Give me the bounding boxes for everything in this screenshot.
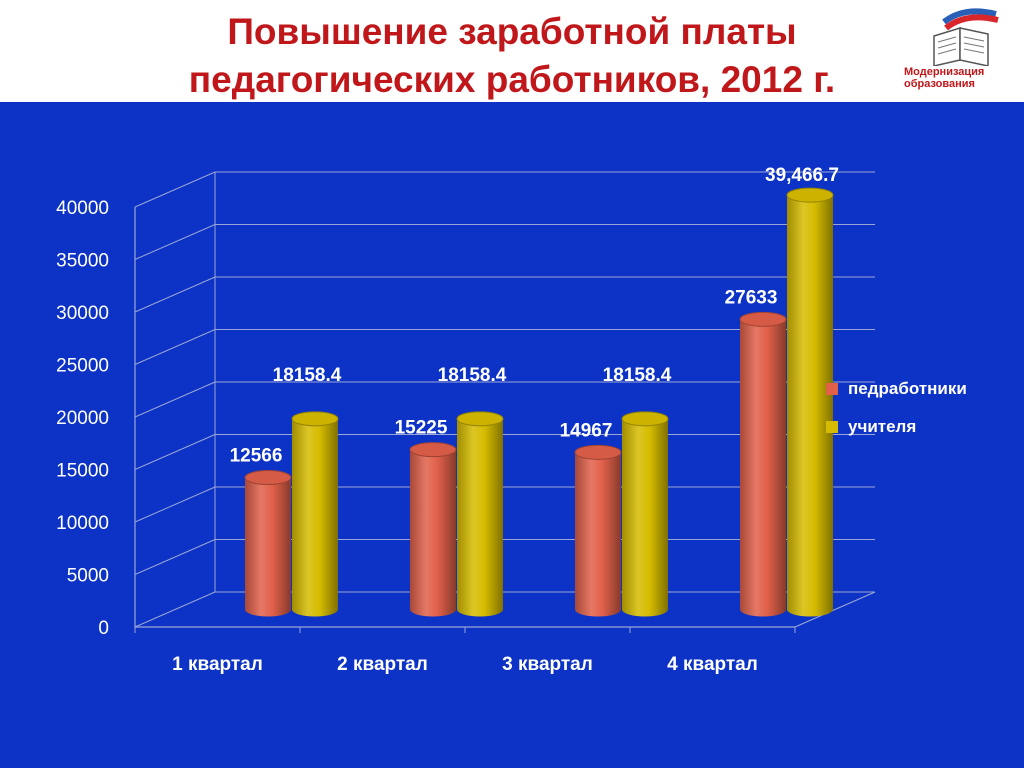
- legend-swatch: [826, 421, 838, 433]
- bar-top: [291, 411, 339, 427]
- slide-title: Повышение заработной платы педагогически…: [0, 8, 1024, 104]
- grid-line-side: [134, 486, 216, 523]
- salary-bar-chart: 0 5000 10000 15000 20000 25000 30000 35000 40000…: [56, 165, 967, 675]
- title-line-1: Повышение заработной платы: [227, 11, 797, 52]
- slide-header: Повышение заработной платы педагогически…: [0, 0, 1024, 102]
- y-tick-label: 40000: [56, 198, 109, 219]
- bar-top: [786, 187, 834, 203]
- bar-top: [621, 411, 669, 427]
- x-tick-label: 3 квартал: [502, 654, 593, 675]
- legend-label: учителя: [848, 417, 916, 436]
- grid-line-side: [134, 539, 216, 575]
- bar-педработники: [410, 449, 457, 617]
- data-label: 14967: [560, 420, 613, 441]
- grid-line-side: [134, 171, 216, 208]
- y-tick-label: 0: [98, 618, 109, 639]
- data-label: 15225: [395, 418, 448, 439]
- floor-right-edge: [794, 591, 876, 628]
- y-tick-label: 25000: [56, 356, 109, 377]
- logo-text: Модернизация образования: [904, 66, 1022, 90]
- bar-педработники: [740, 319, 786, 617]
- data-label: 39,466.7: [765, 165, 839, 186]
- bar-top: [574, 444, 622, 460]
- data-label: 27633: [725, 287, 778, 308]
- grid-line-side: [134, 434, 216, 470]
- y-tick-label: 10000: [56, 513, 109, 534]
- data-label: 18158.4: [438, 365, 507, 386]
- grid-line-side: [134, 591, 216, 628]
- grid-line-side: [134, 224, 216, 260]
- x-tick-label: 2 квартал: [337, 654, 428, 675]
- logo-line-2: образования: [904, 78, 975, 90]
- x-tick-label: 1 квартал: [172, 654, 263, 675]
- grid-line-side: [134, 276, 216, 313]
- data-label: 12566: [230, 446, 283, 467]
- grid-line-side: [134, 329, 216, 365]
- bar-педработники: [575, 452, 621, 617]
- legend-label: педработники: [848, 379, 967, 398]
- y-tick-label: 35000: [56, 251, 109, 272]
- bar-учителя: [787, 195, 833, 617]
- y-tick-label: 5000: [67, 566, 109, 587]
- logo-line-1: Модернизация: [904, 66, 985, 78]
- chart-panel: 0 5000 10000 15000 20000 25000 30000 35000 40000…: [0, 102, 1024, 768]
- bar-top: [456, 411, 504, 427]
- bar-top: [409, 442, 457, 458]
- modernization-logo: Модернизация образования: [904, 0, 1022, 96]
- bar-top: [244, 470, 292, 486]
- y-tick-label: 15000: [56, 461, 109, 482]
- bar-педработники: [245, 477, 291, 617]
- data-label: 18158.4: [273, 365, 342, 386]
- title-line-2: педагогических работников, 2012 г.: [188, 59, 836, 100]
- y-tick-label: 30000: [56, 303, 109, 324]
- open-book-icon: [933, 8, 999, 67]
- y-tick-label: 20000: [56, 408, 109, 429]
- bar-учителя: [457, 418, 503, 617]
- bar-учителя: [292, 418, 338, 617]
- grid-line-side: [134, 381, 216, 418]
- legend-swatch: [826, 383, 838, 395]
- bar-учителя: [622, 418, 668, 617]
- data-label: 18158.4: [603, 365, 672, 386]
- x-tick-label: 4 квартал: [667, 654, 758, 675]
- bar-top: [739, 311, 787, 327]
